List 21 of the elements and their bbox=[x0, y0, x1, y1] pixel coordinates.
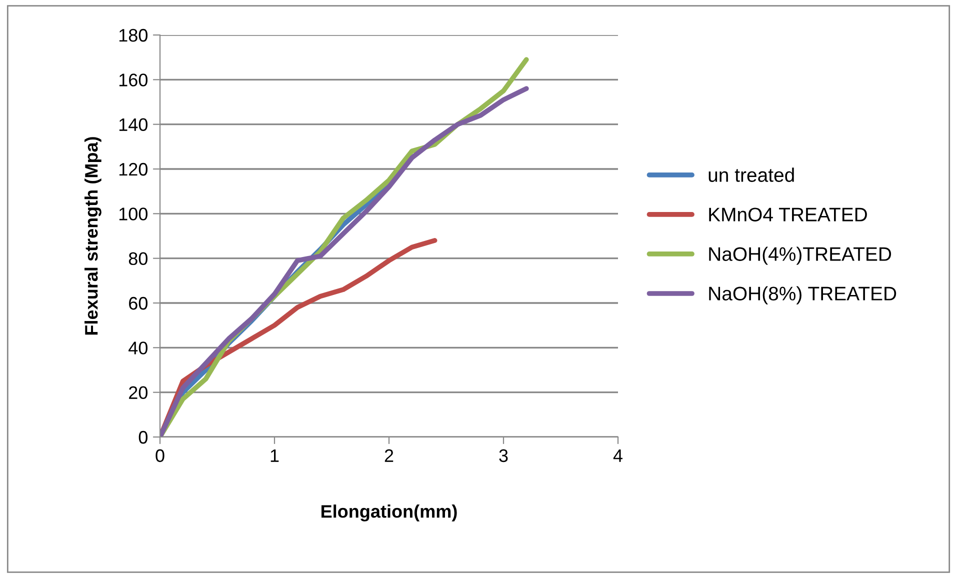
legend-label: KMnO4 TREATED bbox=[709, 208, 867, 222]
legend-label: NaOH(8%) TREATED bbox=[709, 286, 896, 304]
y-tick-label: 0 bbox=[138, 430, 148, 444]
x-tick-label: 0 bbox=[156, 449, 164, 462]
legend-label: NaOH(4%)TREATED bbox=[709, 246, 892, 265]
y-tick-label: 20 bbox=[129, 386, 148, 400]
y-tick-label: 180 bbox=[119, 28, 148, 42]
x-axis-title: Elongation(mm) bbox=[322, 504, 457, 522]
y-tick-label: 160 bbox=[119, 74, 148, 86]
y-axis-title: Flexural strength (Mpa) bbox=[84, 137, 102, 335]
y-tick-label: 80 bbox=[128, 252, 148, 266]
x-tick-label: 1 bbox=[270, 449, 279, 462]
legend-label: un treated bbox=[708, 168, 794, 182]
x-tick-label: 3 bbox=[499, 449, 508, 462]
y-tick-label: 120 bbox=[119, 162, 148, 176]
y-tick-label: 40 bbox=[128, 342, 148, 354]
x-tick-label: 2 bbox=[384, 449, 394, 462]
y-tick-label: 100 bbox=[119, 208, 148, 220]
x-tick-label: 4 bbox=[613, 449, 622, 462]
y-tick-label: 60 bbox=[129, 296, 148, 310]
y-tick-label: 140 bbox=[119, 118, 148, 132]
